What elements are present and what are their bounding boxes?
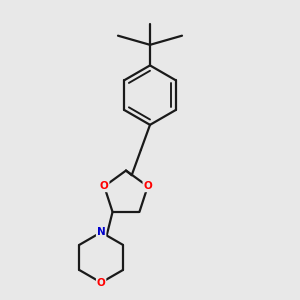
Text: N: N (97, 227, 106, 237)
Text: O: O (97, 278, 106, 288)
Text: O: O (143, 182, 152, 191)
Text: O: O (100, 182, 109, 191)
